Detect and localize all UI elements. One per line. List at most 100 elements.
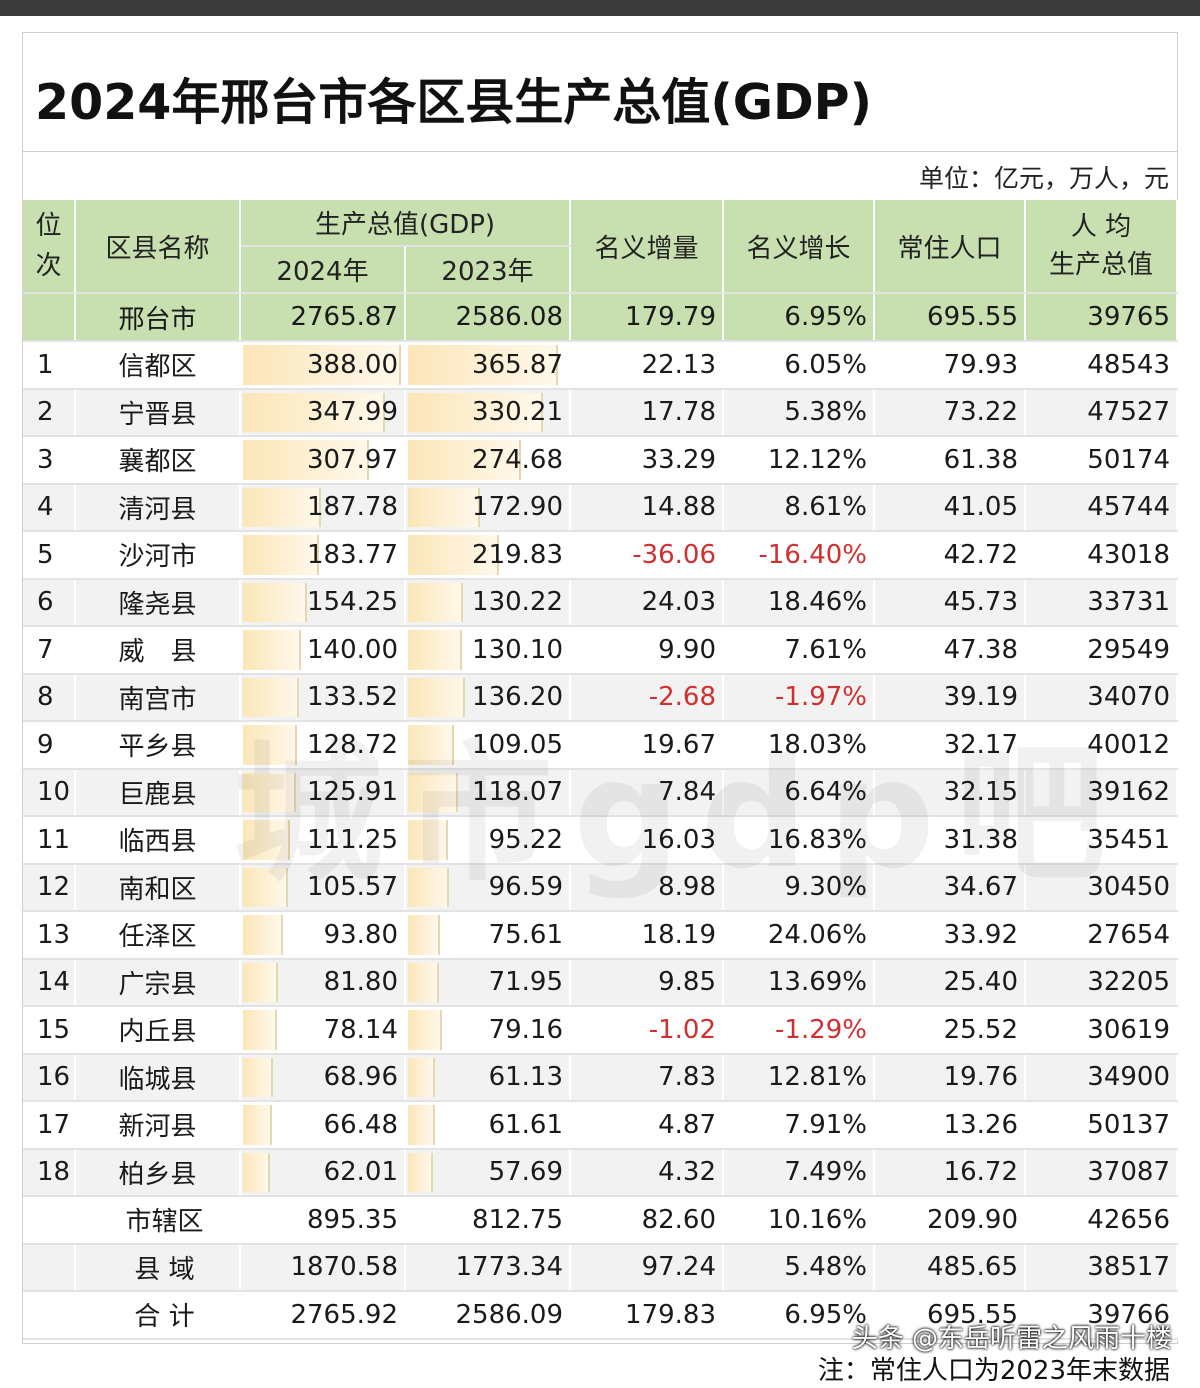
row-population: 25.52 xyxy=(874,1006,1027,1055)
row-gdp-2024-databar xyxy=(243,1105,272,1145)
row-county-name: 临城县 xyxy=(75,1053,241,1102)
summary-row: 县 域 1870.58 1773.34 97.24 5.48% 485.65 38517 xyxy=(23,1243,1179,1292)
row-gdp-2023: 79.16 xyxy=(405,1006,572,1055)
row-gdp-2024-databar xyxy=(243,820,290,860)
row-increase: 4.87 xyxy=(570,1101,725,1150)
row-county-name: 广宗县 xyxy=(75,958,241,1007)
row-population: 13.26 xyxy=(874,1101,1027,1150)
header-per-capita: 人 均 生产总值 xyxy=(1025,200,1179,294)
row-county-name: 巨鹿县 xyxy=(75,768,241,817)
table-row: 18 柏乡县 62.01 57.69 4.32 7.49% 16.72 37087 xyxy=(23,1148,1179,1197)
table-row: 12 南和区 105.57 96.59 8.98 9.30% 34.67 30450 xyxy=(23,863,1179,912)
row-gdp-2024: 154.25 xyxy=(240,578,406,627)
row-per-capita: 33731 xyxy=(1025,578,1179,627)
row-gdp-2024-value: 187.78 xyxy=(307,492,398,523)
row-gdp-2023-databar xyxy=(408,440,521,480)
row-gdp-2024: 66.48 xyxy=(240,1101,406,1150)
header-per-capita-line1: 人 均 xyxy=(1070,212,1132,242)
table-row: 6 隆尧县 154.25 130.22 24.03 18.46% 45.73 33731 xyxy=(23,578,1179,627)
row-gdp-2024-databar xyxy=(243,772,296,812)
summary-population: 695.55 xyxy=(874,1291,1027,1340)
row-gdp-2024-databar xyxy=(243,1057,273,1097)
row-gdp-2024-value: 62.01 xyxy=(323,1157,398,1188)
footnote: 注：常住人口为2023年末数据 xyxy=(817,1356,1170,1386)
row-per-capita: 40012 xyxy=(1025,721,1179,770)
row-rank: 4 xyxy=(23,483,76,532)
row-growth: -1.29% xyxy=(723,1006,876,1055)
row-growth: 12.81% xyxy=(723,1053,876,1102)
row-county-name: 新河县 xyxy=(75,1101,241,1150)
row-county-name: 威 县 xyxy=(75,626,241,675)
row-county-name: 清河县 xyxy=(75,483,241,532)
row-rank: 7 xyxy=(23,626,76,675)
row-increase: 16.03 xyxy=(570,816,725,865)
row-gdp-2024-value: 307.97 xyxy=(307,444,398,475)
row-gdp-2024-databar xyxy=(243,582,308,622)
row-growth: 6.05% xyxy=(723,341,876,390)
table-row: 4 清河县 187.78 172.90 14.88 8.61% 41.05 45744 xyxy=(23,483,1179,532)
row-county-name: 襄都区 xyxy=(75,436,241,485)
summary-rank xyxy=(23,1196,76,1245)
row-gdp-2024-value: 388.00 xyxy=(307,349,398,380)
row-rank: 3 xyxy=(23,436,76,485)
row-population: 19.76 xyxy=(874,1053,1027,1102)
row-gdp-2024-value: 154.25 xyxy=(307,587,398,618)
row-rank: 15 xyxy=(23,1006,76,1055)
row-population: 41.05 xyxy=(874,483,1027,532)
row-increase: 4.32 xyxy=(570,1148,725,1197)
source-credit: 头条 @东岳听雷之风雨十楼 xyxy=(851,1324,1172,1354)
row-gdp-2024-value: 68.96 xyxy=(323,1062,398,1093)
summary-growth: 5.48% xyxy=(723,1243,876,1292)
row-gdp-2023-value: 219.83 xyxy=(472,539,564,570)
city-total: 邢台市 2765.87 2586.08 179.79 6.95% 695.55 … xyxy=(23,293,1179,342)
row-per-capita: 29549 xyxy=(1025,626,1179,675)
row-gdp-2023-value: 172.90 xyxy=(472,492,564,523)
row-population: 32.15 xyxy=(874,768,1027,817)
row-increase: -2.68 xyxy=(570,673,725,722)
summary-increase: 179.83 xyxy=(570,1291,725,1340)
row-per-capita: 30450 xyxy=(1025,863,1179,912)
summary-name: 合 计 xyxy=(75,1291,241,1340)
row-gdp-2023-value: 95.22 xyxy=(488,824,564,855)
row-rank: 18 xyxy=(23,1148,76,1197)
row-growth: 6.64% xyxy=(723,768,876,817)
summary-row: 市辖区 895.35 812.75 82.60 10.16% 209.90 42656 xyxy=(23,1196,1179,1245)
row-gdp-2023-value: 136.20 xyxy=(472,682,564,713)
row-gdp-2024: 307.97 xyxy=(240,436,406,485)
row-gdp-2023-value: 130.22 xyxy=(472,587,564,618)
row-gdp-2024: 78.14 xyxy=(240,1006,406,1055)
row-gdp-2024: 93.80 xyxy=(240,911,406,960)
row-increase: 9.90 xyxy=(570,626,725,675)
row-increase: 19.67 xyxy=(570,721,725,770)
header-year-2023: 2023年 xyxy=(405,246,572,294)
table-row: 5 沙河市 183.77 219.83 -36.06 -16.40% 42.72 43018 xyxy=(23,531,1179,580)
row-increase: 24.03 xyxy=(570,578,725,627)
row-gdp-2024-value: 111.25 xyxy=(307,824,398,855)
city-growth: 6.95% xyxy=(723,293,876,342)
row-county-name: 宁晋县 xyxy=(75,388,241,437)
row-gdp-2023-value: 96.59 xyxy=(488,872,564,903)
row-rank: 14 xyxy=(23,958,76,1007)
row-gdp-2023: 109.05 xyxy=(405,721,572,770)
row-gdp-2024-databar xyxy=(243,1010,277,1050)
summary-gdp-2024: 2765.92 xyxy=(240,1291,406,1340)
row-gdp-2024-databar xyxy=(243,345,402,385)
row-gdp-2023-databar xyxy=(408,392,544,432)
row-gdp-2023: 57.69 xyxy=(405,1148,572,1197)
row-county-name: 沙河市 xyxy=(75,531,241,580)
header-rank: 位 次 xyxy=(23,200,76,294)
row-gdp-2024-databar xyxy=(243,915,283,955)
row-population: 33.92 xyxy=(874,911,1027,960)
table-row: 17 新河县 66.48 61.61 4.87 7.91% 13.26 50137 xyxy=(23,1101,1179,1150)
row-gdp-2023-databar xyxy=(408,535,499,575)
table-row: 2 宁晋县 347.99 330.21 17.78 5.38% 73.22 47527 xyxy=(23,388,1179,437)
row-gdp-2023-value: 71.95 xyxy=(488,967,564,998)
header-year-2024: 2024年 xyxy=(240,246,406,294)
row-county-name: 信都区 xyxy=(75,341,241,390)
county-rows: 1 信都区 388.00 365.87 22.13 6.05% 79.93 48543 2 宁晋县… xyxy=(23,341,1179,1197)
table-row: 11 临西县 111.25 95.22 16.03 16.83% 31.38 35451 xyxy=(23,816,1179,865)
city-gdp-2024: 2765.87 xyxy=(240,293,406,342)
row-gdp-2023-databar xyxy=(408,630,463,670)
row-gdp-2024-databar xyxy=(243,440,370,480)
